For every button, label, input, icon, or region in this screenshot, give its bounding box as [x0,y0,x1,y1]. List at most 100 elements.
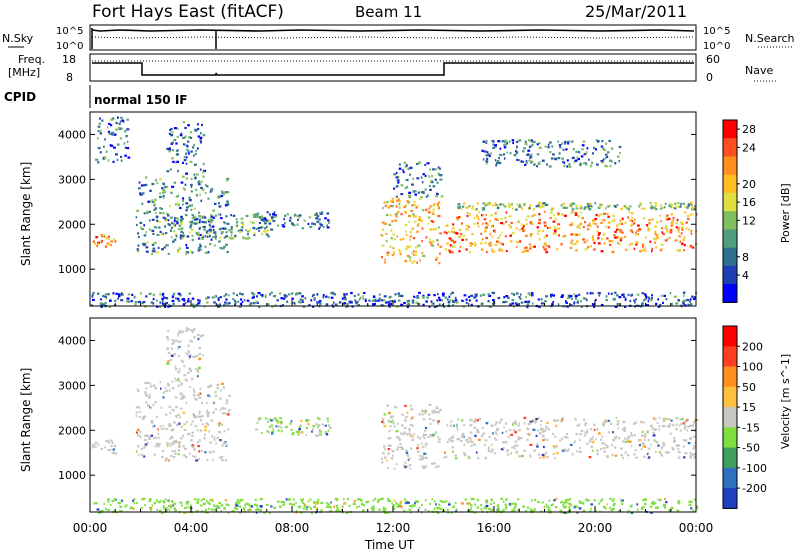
echo-cell [108,122,111,125]
echo-cell [185,144,188,147]
echo-cell [187,350,190,353]
echo-cell [353,500,356,503]
echo-cell [669,432,672,435]
echo-cell [144,443,148,446]
echo-cell [411,438,415,441]
echo-cell [387,300,390,304]
echo-cell [500,242,503,245]
echo-cell [581,501,584,504]
echo-cell [383,509,386,512]
echo-cell [170,435,173,438]
echo-cell [173,138,177,142]
echo-cell [477,218,480,221]
echo-cell [214,408,218,411]
echo-cell [140,507,143,510]
echo-cell [525,218,528,221]
echo-cell [513,507,516,510]
echo-cell [107,243,110,246]
echo-cell [99,151,102,154]
echo-cell [395,406,398,409]
echo-cell [100,510,104,513]
echo-cell [103,235,106,238]
echo-cell [279,417,282,420]
echo-cell [600,238,604,241]
echo-cell [495,421,498,424]
echo-cell [357,304,360,307]
echo-cell [602,447,606,450]
echo-cell [260,505,263,508]
echo-cell [335,504,339,507]
echo-cell [538,206,541,209]
echo-cell [368,299,371,302]
echo-cell [484,439,488,442]
echo-cell [136,388,139,391]
echo-cell [462,300,465,303]
echo-cell [656,498,659,501]
echo-cell [480,434,484,437]
echo-cell [439,408,443,411]
echo-cell [288,498,291,501]
echo-cell [167,305,170,308]
echo-cell [185,152,188,155]
echo-cell [427,194,429,197]
echo-cell [240,298,243,301]
echo-cell [174,396,178,399]
echo-cell [269,213,271,216]
echo-cell [200,141,202,144]
echo-cell [175,153,179,156]
echo-cell [226,178,229,181]
echo-cell [518,296,521,299]
echo-cell [438,437,441,441]
echo-cell [172,292,176,295]
echo-cell [540,423,542,426]
echo-cell [436,506,439,509]
echo-cell [408,214,411,218]
echo-cell [431,411,435,414]
echo-cell [567,142,569,145]
echo-cell [124,146,128,149]
echo-cell [658,451,661,454]
echo-cell [224,222,227,225]
echo-cell [319,222,322,225]
echo-cell [667,425,670,428]
echo-cell [255,300,258,303]
echo-cell [359,296,362,299]
echo-cell [473,296,477,299]
echo-cell [133,498,136,501]
echo-cell [174,217,176,220]
echo-cell [198,410,201,413]
echo-cell [199,139,202,142]
echo-cell [162,216,166,219]
echo-cell [171,339,175,342]
echo-cell [300,431,304,434]
echo-cell [174,377,176,380]
echo-cell [570,304,573,307]
echo-cell [460,435,464,438]
echo-cell [356,498,359,501]
echo-cell [177,203,180,207]
echo-cell [126,147,130,150]
echo-cell [180,134,183,137]
echo-cell [195,188,198,191]
echo-cell [311,428,314,431]
echo-cell [249,228,251,231]
echo-cell [652,500,655,503]
echo-cell [613,498,615,501]
echo-cell [180,230,183,233]
echo-cell [491,139,494,142]
echo-cell [110,118,114,121]
echo-cell [309,225,313,229]
echo-cell [420,219,423,222]
echo-cell [165,509,168,512]
echo-cell [216,436,219,439]
echo-cell [441,500,445,503]
echo-cell [644,247,647,250]
echo-cell [191,303,195,306]
echo-cell [435,258,438,261]
echo-cell [409,235,412,238]
echo-cell [526,303,530,306]
echo-cell [684,425,687,428]
echo-cell [221,458,224,462]
echo-cell [312,424,316,428]
echo-cell [97,147,101,150]
